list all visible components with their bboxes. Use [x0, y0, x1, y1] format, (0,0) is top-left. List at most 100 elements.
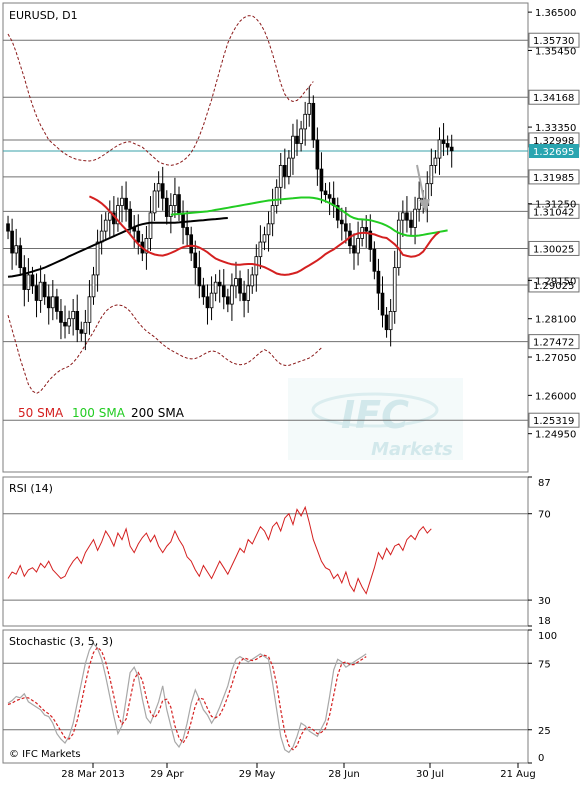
candle-body [392, 267, 397, 312]
candle-body [217, 281, 222, 287]
candle-body [213, 281, 218, 294]
stochastic-title: Stochastic (3, 5, 3) [9, 635, 113, 648]
candle-body [449, 146, 454, 152]
candle-body [173, 194, 177, 206]
candle-body [437, 139, 442, 159]
level-label-box [528, 277, 580, 293]
candle-body [299, 128, 303, 144]
candle-body [445, 143, 450, 148]
copyright-label: © IFC Markets [9, 749, 81, 760]
candle-body [38, 281, 43, 301]
candle-body [75, 311, 80, 331]
candle-body [193, 252, 198, 269]
candle-body [291, 135, 295, 159]
candle-body [250, 274, 255, 287]
level-label: 1.32998 [533, 136, 574, 147]
candle-body [287, 157, 291, 177]
candle-body [384, 314, 389, 331]
candle-body [46, 296, 51, 309]
candle-body [185, 227, 189, 236]
y-tick-label: 1.26000 [535, 391, 576, 402]
candle-body [144, 238, 149, 254]
candle-body [160, 183, 165, 199]
candle-body [201, 285, 206, 298]
level-label: 1.31985 [533, 173, 574, 184]
rsi-lines [7, 505, 432, 595]
level-label: 1.30025 [533, 244, 574, 255]
ifc-markets-watermark: IFC Markets [288, 378, 463, 460]
level-label: 1.25319 [533, 416, 574, 427]
price-axis: 1.35730 1.34168 1.32998 1.31985 1.31042 1.300… [528, 8, 580, 441]
candle-body [205, 296, 210, 309]
y-tick-label: 1.35450 [535, 46, 576, 57]
level-label-box [528, 89, 580, 105]
candle-body [26, 274, 31, 290]
candle-body [396, 219, 401, 269]
candle-body [71, 311, 75, 320]
candle-body [103, 219, 108, 232]
candle-body [303, 113, 307, 130]
x-tick-label: 29 May [239, 769, 276, 780]
candle-body [405, 212, 409, 221]
stochastic-lines [7, 642, 367, 754]
x-tick-label: 28 Mar 2013 [61, 769, 124, 780]
candle-body [352, 245, 356, 254]
y-tick-label: 1.33350 [535, 123, 576, 134]
candle-body [417, 197, 421, 210]
candle-body [262, 234, 267, 243]
legend-sma100: 100 SMA [72, 406, 126, 420]
rsi-tick-label: 87 [538, 478, 551, 489]
watermark-brand: IFC [341, 393, 409, 437]
candle-body [401, 212, 405, 221]
candle-body [344, 223, 348, 232]
candle-body [323, 190, 328, 196]
current-price-label: 1.32695 [533, 147, 574, 158]
candle-body [156, 183, 161, 192]
candle-body [388, 311, 393, 331]
candle-body [319, 168, 324, 192]
y-tick-label: 1.28100 [535, 315, 576, 326]
candle-body [226, 296, 230, 305]
candle-body [59, 311, 63, 323]
candle-body [413, 208, 417, 228]
candle-body [91, 274, 96, 298]
candle-body [315, 139, 320, 170]
rsi-hlines [3, 513, 528, 601]
rsi-tick-label: 70 [538, 510, 551, 521]
candle-body [368, 230, 373, 250]
candle-body [164, 197, 169, 217]
y-tick-label: 1.31250 [535, 200, 576, 211]
candle-body [380, 292, 385, 316]
candle-body [148, 212, 153, 239]
candle-body [364, 227, 369, 232]
candle-body [278, 165, 283, 188]
legend-sma50: 50 SMA [18, 406, 64, 420]
upper-band [7, 15, 314, 166]
sma100-line [170, 196, 448, 237]
date-axis: 28 Mar 2013 29 Apr 29 May 28 Jun 30 Jul 21 Au… [61, 763, 536, 780]
candle-body [34, 285, 39, 301]
candle-body [55, 296, 59, 312]
candle-body [189, 234, 194, 254]
candle-body [6, 223, 10, 232]
sma200-line [7, 217, 228, 278]
level-label: 1.27472 [533, 338, 574, 349]
candle-body [152, 190, 157, 214]
candle-body [177, 194, 181, 214]
candle-body [83, 321, 88, 334]
legend-sma200: 200 SMA [131, 406, 185, 420]
rsi-axis: 87 70 30 18 [528, 476, 551, 627]
candle-body [120, 197, 124, 206]
level-label-box [528, 32, 580, 48]
y-tick-label: 1.24950 [535, 430, 576, 441]
candle-body [107, 212, 112, 221]
x-tick-label: 30 Jul [416, 769, 444, 780]
candle-body [116, 205, 120, 225]
candle-body [79, 329, 84, 334]
candle-body [10, 230, 14, 254]
x-tick-label: 28 Jun [328, 769, 360, 780]
symbol-label: EURUSD, D1 [9, 9, 78, 22]
forecast-down-arrow-icon [416, 164, 430, 213]
candle-body [372, 248, 377, 272]
